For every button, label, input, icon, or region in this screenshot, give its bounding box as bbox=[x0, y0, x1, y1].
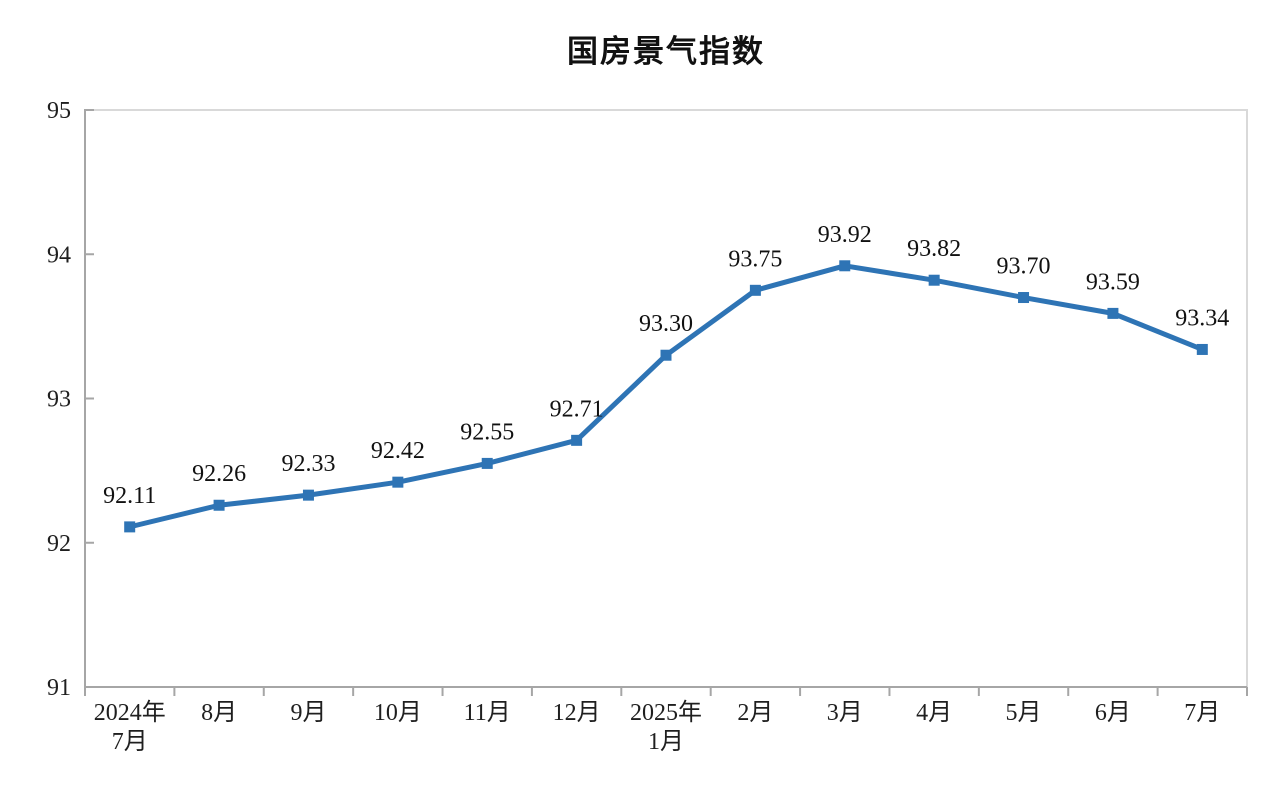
y-tick-label: 95 bbox=[47, 98, 71, 124]
x-tick-label: 12月 bbox=[553, 700, 601, 726]
data-point-marker bbox=[1018, 292, 1030, 304]
data-point-marker bbox=[481, 457, 493, 469]
y-tick-label: 94 bbox=[47, 242, 71, 268]
x-tick-label: 4月 bbox=[916, 700, 952, 726]
data-point-marker bbox=[660, 349, 672, 361]
x-tick-label: 7月 bbox=[112, 729, 148, 755]
data-point-label: 93.75 bbox=[728, 246, 782, 272]
x-tick-label: 8月 bbox=[201, 700, 237, 726]
data-point-label: 92.33 bbox=[281, 451, 335, 477]
data-point-marker bbox=[124, 521, 136, 533]
data-point-label: 93.30 bbox=[639, 311, 693, 337]
data-point-marker bbox=[392, 476, 404, 488]
chart-title: 国房景气指数 bbox=[567, 34, 765, 69]
data-point-marker bbox=[749, 284, 761, 296]
data-point-label: 93.34 bbox=[1175, 305, 1229, 331]
plot-border bbox=[84, 109, 1248, 688]
data-point-label: 92.42 bbox=[371, 438, 425, 464]
data-point-marker bbox=[302, 489, 314, 501]
x-tick-label: 7月 bbox=[1184, 700, 1220, 726]
data-point-label: 93.59 bbox=[1086, 269, 1140, 295]
x-tick-label: 1月 bbox=[648, 729, 684, 755]
x-tick-label: 5月 bbox=[1006, 700, 1042, 726]
x-tick-label: 6月 bbox=[1095, 700, 1131, 726]
x-tick-label: 3月 bbox=[827, 700, 863, 726]
data-point-marker bbox=[571, 434, 583, 446]
x-tick-label: 2月 bbox=[737, 700, 773, 726]
y-tick-label: 92 bbox=[47, 531, 71, 557]
data-point-label: 93.82 bbox=[907, 236, 961, 262]
data-point-label: 93.70 bbox=[997, 254, 1051, 280]
data-point-marker bbox=[839, 260, 851, 272]
data-point-marker bbox=[1107, 307, 1119, 319]
series-line bbox=[127, 263, 1205, 530]
x-tick-label: 11月 bbox=[464, 700, 511, 726]
data-point-label: 92.11 bbox=[103, 483, 156, 509]
y-tick-label: 93 bbox=[47, 387, 71, 413]
data-point-label: 92.26 bbox=[192, 461, 246, 487]
x-tick-label: 9月 bbox=[290, 700, 326, 726]
x-tick-label: 2025年 bbox=[630, 699, 702, 726]
x-tick-label: 2024年 bbox=[94, 699, 166, 726]
data-point-label: 92.55 bbox=[460, 419, 514, 445]
y-tick-label: 91 bbox=[47, 675, 71, 701]
data-point-marker bbox=[1196, 343, 1208, 355]
x-tick-label: 10月 bbox=[374, 700, 422, 726]
data-point-marker bbox=[213, 499, 225, 511]
data-point-marker bbox=[928, 274, 940, 286]
data-point-label: 93.92 bbox=[818, 222, 872, 248]
data-point-label: 92.71 bbox=[550, 396, 604, 422]
